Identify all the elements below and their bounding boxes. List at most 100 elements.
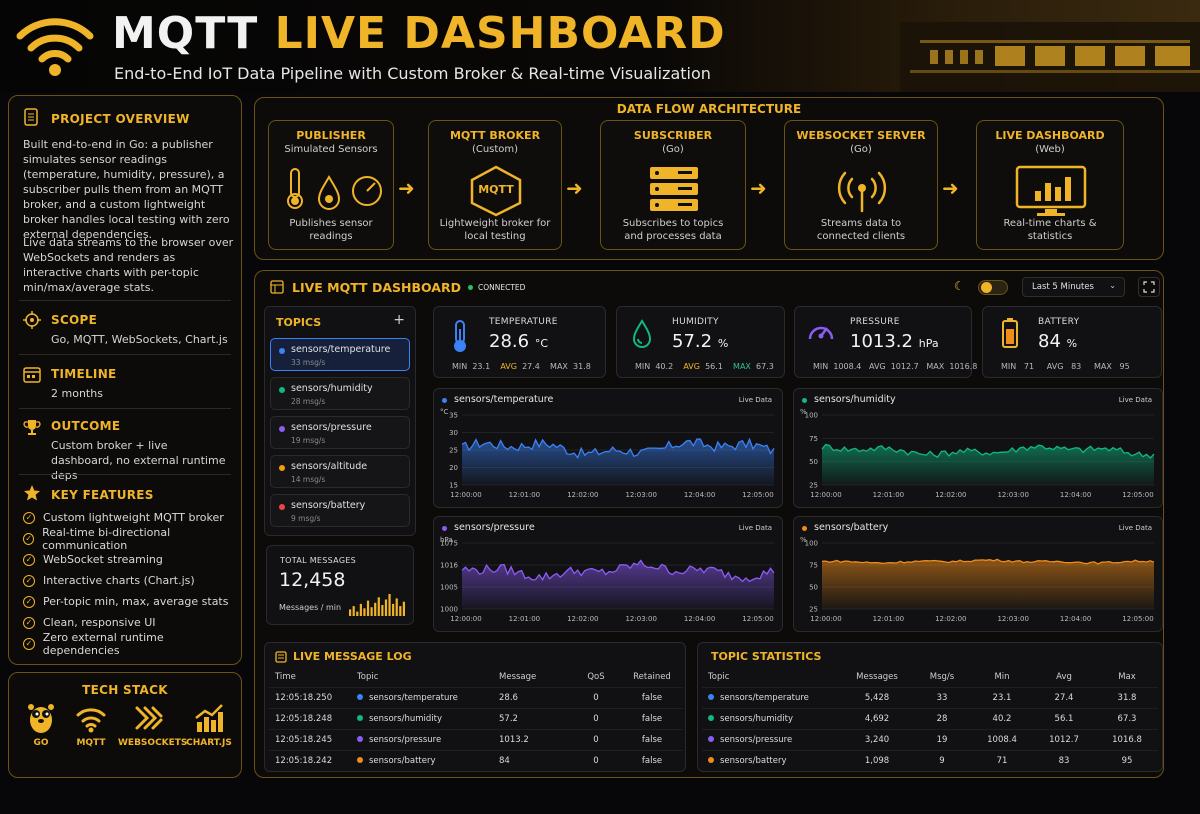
stat-avg-label: AVG xyxy=(683,362,700,371)
features-list: ✓ Custom lightweight MQTT broker ✓ Real-ti… xyxy=(23,507,239,657)
metric-stats: MIN 23.1 AVG 27.4 MAX 31.8 xyxy=(452,362,595,371)
live-data-badge: Live Data xyxy=(1118,396,1152,404)
topic-color-dot xyxy=(357,714,363,721)
chart-pressure: sensors/pressure Live Data hPa 1000 1005 10… xyxy=(433,516,783,632)
feature-label: Zero external runtime dependencies xyxy=(42,630,164,657)
table-header-row: Time Topic Message QoS Retained xyxy=(269,667,683,687)
droplet-icon xyxy=(631,319,653,349)
metric-card-pressure: PRESSURE 1013.2 hPa MIN 1008.4 AVG 1012.… xyxy=(794,306,977,378)
table-row[interactable]: 12:05:18.245 sensors/pressure 1013.2 0 false xyxy=(269,728,683,750)
column-header: Topic xyxy=(357,671,379,682)
rate-bar xyxy=(388,594,391,616)
table-row[interactable]: sensors/battery 1,098 9 71 83 95 xyxy=(702,749,1158,771)
cell-messages: 3,240 xyxy=(842,728,912,750)
stat-max-label: MAX xyxy=(733,362,751,371)
topic-statistics-panel: TOPIC STATISTICS Topic Messages Msg/s Mi… xyxy=(697,642,1163,772)
x-tick-label: 12:02:00 xyxy=(935,615,966,623)
y-tick-label: 50 xyxy=(809,458,818,466)
column-header: Topic xyxy=(708,671,730,682)
x-tick-label: 12:03:00 xyxy=(625,491,656,499)
cell-rate: 9 xyxy=(912,749,972,771)
chart-icon xyxy=(178,702,240,734)
metric-value: 28.6 °C xyxy=(489,331,548,352)
metric-card-humidity: HUMIDITY 57.2 % MIN 40.2 AVG 56.1 MAX 67… xyxy=(616,306,785,378)
table-row[interactable]: 12:05:18.242 sensors/battery 84 0 false xyxy=(269,749,683,771)
topic-color-dot xyxy=(279,504,285,510)
flow-desc-line: connected clients xyxy=(816,231,906,242)
table-row[interactable]: 12:05:18.250 sensors/temperature 28.6 0 fals… xyxy=(269,686,683,708)
toggle-knob xyxy=(981,282,992,293)
calendar-icon xyxy=(23,365,41,383)
broker-badge: MQTT xyxy=(478,183,514,196)
outcome-title: OUTCOME xyxy=(51,419,121,433)
tech-chartjs: CHART.JS xyxy=(178,702,240,748)
time-range-value: Last 5 Minutes xyxy=(1032,282,1094,292)
cell-qos: 0 xyxy=(571,686,621,708)
topic-item-altitude[interactable]: sensors/altitude 14 msg/s xyxy=(270,455,410,488)
topic-item-humidity[interactable]: sensors/humidity 28 msg/s xyxy=(270,377,410,410)
metric-card-temperature: TEMPERATURE 28.6 °C MIN 23.1 AVG 27.4 MA… xyxy=(433,306,606,378)
cell-messages: 4,692 xyxy=(842,707,912,729)
cell-max: 31.8 xyxy=(1096,686,1158,708)
stat-max-label: MAX xyxy=(926,362,945,371)
topic-color-dot xyxy=(708,714,714,721)
table-row[interactable]: 12:05:18.248 sensors/humidity 57.2 0 false xyxy=(269,707,683,729)
time-range-select[interactable]: Last 5 Minutes ⌄ xyxy=(1022,277,1125,297)
timeline-title: TIMELINE xyxy=(51,367,117,381)
series-dot xyxy=(442,398,447,403)
cell-retained: false xyxy=(621,749,683,771)
cell-messages: 1,098 xyxy=(842,749,912,771)
topic-item-battery[interactable]: sensors/battery 9 msg/s xyxy=(270,494,410,527)
add-topic-button[interactable]: + xyxy=(393,312,405,328)
chart-title: sensors/temperature xyxy=(454,394,554,405)
cell-message: 57.2 xyxy=(493,707,571,729)
topic-item-temperature[interactable]: sensors/temperature 33 msg/s xyxy=(270,338,410,371)
stat-min-label: MIN xyxy=(813,362,829,371)
chart-title: sensors/humidity xyxy=(814,394,896,405)
series-dot xyxy=(802,526,807,531)
wifi-icon xyxy=(60,702,122,734)
flow-box-desc: Real-time charts & statistics xyxy=(977,217,1123,243)
flow-box-desc: Streams data to connected clients xyxy=(785,217,937,243)
topic-rate: 19 msg/s xyxy=(291,436,326,445)
outcome-value: Custom broker + live dashboard, no exter… xyxy=(51,439,226,482)
topic-name: sensors/battery xyxy=(291,500,366,511)
chart-temperature: sensors/temperature Live Data °C 15 20 25 30… xyxy=(433,388,783,508)
flow-desc-line: statistics xyxy=(1027,231,1073,242)
arrow-right-icon: ➜ xyxy=(942,176,959,200)
rate-bar xyxy=(381,605,384,616)
log-icon xyxy=(275,651,287,663)
feature-label: WebSocket streaming xyxy=(43,553,163,566)
check-icon: ✓ xyxy=(23,574,35,587)
flow-desc-line: Lightweight broker for xyxy=(439,218,551,229)
header-background xyxy=(0,0,1200,92)
connection-status: CONNECTED xyxy=(478,283,526,292)
temperature-line-chart: °C 15 20 25 30 35 12:00:00 12:01:00 12:02:00 12:0… xyxy=(440,408,775,499)
feature-item: ✓ Interactive charts (Chart.js) xyxy=(23,570,239,591)
dark-mode-toggle[interactable] xyxy=(978,280,1008,295)
stat-max-label: MAX xyxy=(1093,362,1112,371)
flow-box-subtitle: (Go) xyxy=(850,144,872,155)
fullscreen-button[interactable] xyxy=(1138,277,1160,297)
table-row[interactable]: sensors/temperature 5,428 33 23.1 27.4 31.8 xyxy=(702,686,1158,708)
flow-box-subscriber: SUBSCRIBER (Go) Subscribes to topics and … xyxy=(600,120,746,250)
cell-rate: 19 xyxy=(912,728,972,750)
x-tick-label: 12:05:00 xyxy=(742,491,773,499)
features-title: KEY FEATURES xyxy=(51,488,154,502)
table-row[interactable]: sensors/pressure 3,240 19 1008.4 1012.7 1016.… xyxy=(702,728,1158,750)
x-tick-label: 12:03:00 xyxy=(997,491,1028,499)
title-live-dashboard: LIVE DASHBOARD xyxy=(274,8,726,59)
title-mqtt: MQTT xyxy=(112,8,259,59)
cell-qos: 0 xyxy=(571,728,621,750)
cell-min: 1008.4 xyxy=(972,728,1032,750)
column-header: Time xyxy=(275,671,296,682)
cell-topic: sensors/pressure xyxy=(351,728,493,750)
table-row[interactable]: sensors/humidity 4,692 28 40.2 56.1 67.3 xyxy=(702,707,1158,729)
x-tick-label: 12:04:00 xyxy=(1060,491,1091,499)
messages-per-min-label: Messages / min xyxy=(279,603,342,612)
y-tick-label: 100 xyxy=(805,540,818,548)
feature-label: Interactive charts (Chart.js) xyxy=(43,574,195,587)
flow-desc-line: readings xyxy=(309,231,353,242)
topic-item-pressure[interactable]: sensors/pressure 19 msg/s xyxy=(270,416,410,449)
topic-color-dot xyxy=(357,693,363,700)
